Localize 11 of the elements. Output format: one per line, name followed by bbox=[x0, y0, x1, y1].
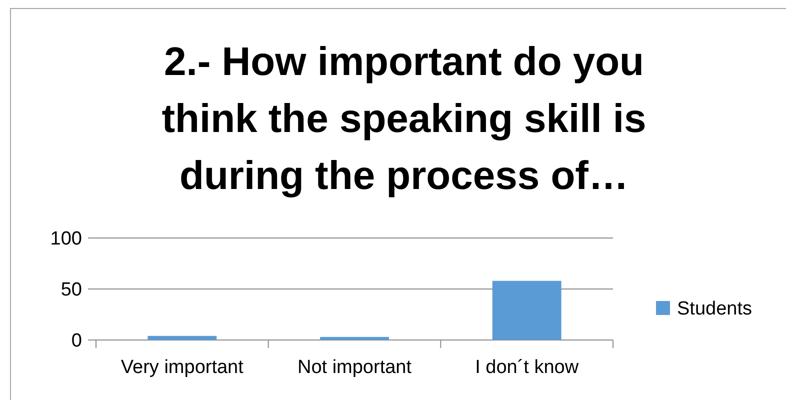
x-tick-label: Not important bbox=[297, 357, 412, 378]
y-tick-label: 0 bbox=[71, 330, 82, 352]
x-tick-label: I don´t know bbox=[475, 357, 579, 378]
bar bbox=[148, 336, 217, 340]
chart-title: 2.- How important do you think the speaking skill is during the process of… bbox=[162, 40, 646, 198]
x-tick-label: Very important bbox=[120, 357, 244, 378]
y-tick-label: 100 bbox=[50, 228, 82, 250]
bar bbox=[492, 280, 562, 340]
y-tick-label: 50 bbox=[60, 280, 82, 301]
bar bbox=[320, 336, 389, 340]
legend-label: Students bbox=[677, 298, 752, 320]
